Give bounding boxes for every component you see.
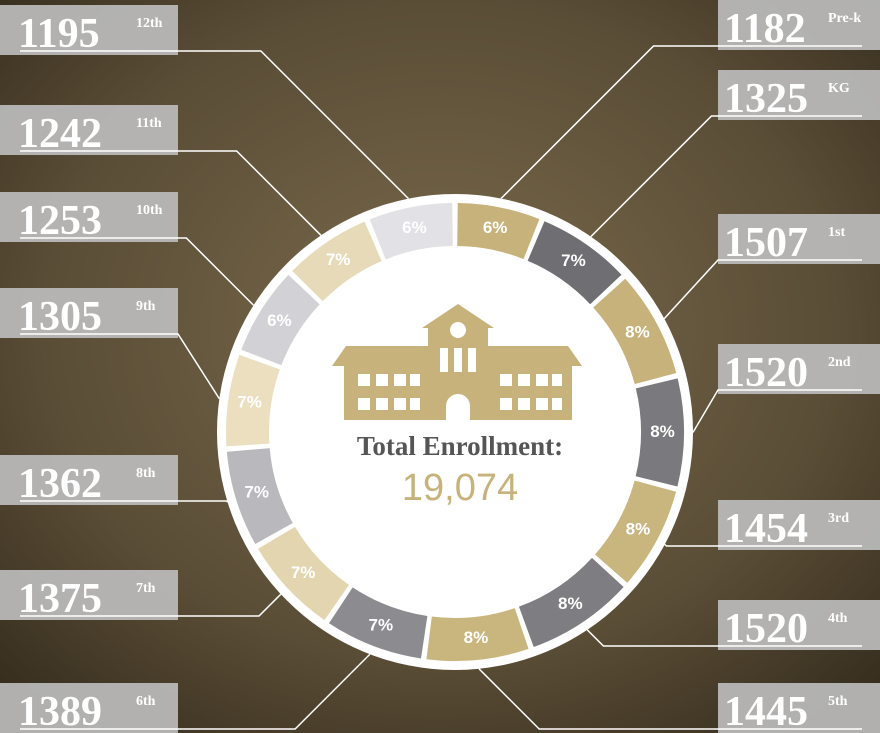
grade-label: 1st — [828, 225, 845, 240]
label-box — [0, 105, 178, 155]
count-label: 1520 — [724, 350, 808, 396]
percent-label: 8% — [464, 628, 489, 647]
grade-label: 2nd — [828, 355, 851, 370]
percent-label: 6% — [402, 218, 427, 237]
leader-line — [20, 237, 255, 306]
grade-label: 5th — [828, 694, 848, 709]
label-box — [718, 0, 880, 50]
grade-label: 10th — [136, 203, 163, 218]
label-box — [0, 288, 178, 338]
label-box — [0, 455, 178, 505]
grade-label: 9th — [136, 299, 156, 314]
count-label: 1305 — [18, 294, 102, 340]
ring-backing — [217, 194, 693, 670]
percent-label: 7% — [326, 250, 351, 269]
count-label: 1362 — [18, 461, 102, 507]
grade-label: 4th — [828, 611, 848, 626]
grade-label: 12th — [136, 16, 163, 31]
segment — [457, 203, 540, 260]
leader-line — [20, 150, 322, 236]
segment — [527, 221, 622, 305]
segment — [226, 448, 293, 545]
segment — [426, 608, 529, 661]
leader-line — [590, 115, 862, 238]
percent-label: 7% — [244, 483, 269, 502]
label-box — [0, 683, 178, 733]
grade-label: 3rd — [828, 511, 849, 526]
center-value: 19,074 — [402, 467, 518, 509]
segment — [369, 203, 453, 260]
center-title: Total Enrollment: — [357, 431, 563, 461]
leader-line — [20, 500, 229, 503]
segment — [635, 378, 684, 487]
count-label: 1507 — [724, 220, 808, 266]
leader-line — [664, 543, 862, 547]
segment — [226, 354, 280, 447]
segment — [518, 557, 624, 648]
percent-label: 8% — [626, 519, 651, 538]
percent-label: 8% — [625, 323, 650, 342]
percent-label: 7% — [561, 251, 586, 270]
school-icon — [332, 304, 582, 420]
leader-line — [20, 653, 371, 730]
leader-line — [500, 45, 862, 200]
leader-line — [692, 389, 862, 433]
segment — [258, 526, 349, 621]
leader-line — [20, 333, 220, 400]
label-box — [718, 500, 880, 550]
segment — [292, 221, 382, 302]
leader-line — [20, 50, 409, 200]
donut: 6% 7% 8% 8% 8% 8% 8% 7% 7% 7% 7% 6% 7% 6% — [226, 203, 684, 661]
grade-label: Pre-k — [828, 11, 861, 26]
count-label: 1375 — [18, 576, 102, 622]
leader-line — [586, 629, 862, 647]
leader-line — [663, 259, 862, 320]
count-label: 1454 — [724, 506, 808, 552]
count-label: 1242 — [18, 111, 102, 157]
count-label: 1445 — [724, 689, 808, 733]
percent-label: 6% — [483, 218, 508, 237]
count-label: 1195 — [18, 11, 100, 57]
label-box — [718, 70, 880, 120]
label-box — [0, 570, 178, 620]
leader-line — [478, 668, 862, 730]
label-box — [718, 600, 880, 650]
segment — [329, 587, 428, 659]
label-box — [0, 192, 178, 242]
grade-label: 7th — [136, 581, 156, 596]
percent-label: 8% — [650, 422, 675, 441]
count-label: 1389 — [18, 689, 102, 733]
segment — [594, 480, 677, 583]
grade-label: 6th — [136, 694, 156, 709]
label-box — [0, 5, 178, 55]
count-label: 1325 — [724, 76, 808, 122]
count-label: 1520 — [724, 606, 808, 652]
percent-label: 7% — [237, 392, 262, 411]
grade-label: 8th — [136, 466, 156, 481]
label-box — [718, 344, 880, 394]
label-box — [718, 214, 880, 264]
percent-label: 8% — [558, 594, 583, 613]
percent-label: 6% — [267, 311, 292, 330]
grade-label: KG — [828, 81, 850, 96]
percent-label: 7% — [368, 615, 393, 634]
label-box — [718, 683, 880, 733]
grade-label: 11th — [136, 116, 162, 131]
count-label: 1253 — [18, 198, 102, 244]
count-label: 1182 — [724, 6, 806, 52]
percent-label: 7% — [291, 563, 316, 582]
segment — [241, 274, 320, 366]
segment — [593, 278, 677, 385]
leader-line — [20, 593, 282, 617]
